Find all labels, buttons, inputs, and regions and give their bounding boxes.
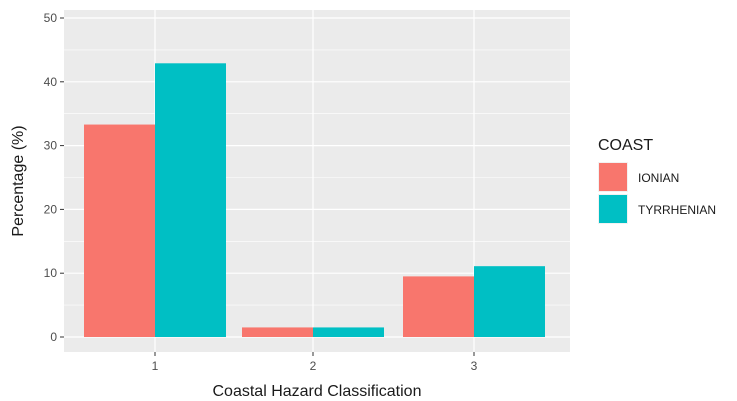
y-tick-label: 30 — [44, 139, 58, 153]
bar-ionian-2 — [242, 327, 313, 337]
x-tick-label: 1 — [152, 359, 159, 373]
legend-swatch-tyrrhenian — [599, 195, 627, 223]
y-tick-label: 20 — [44, 202, 58, 216]
bar-ionian-1 — [84, 124, 155, 338]
bar-tyrrhenian-1 — [155, 63, 226, 337]
bar-ionian-3 — [403, 276, 474, 337]
bar-tyrrhenian-3 — [474, 266, 545, 337]
legend-label-tyrrhenian: TYRRHENIAN — [638, 203, 716, 217]
bar-tyrrhenian-2 — [313, 327, 384, 337]
y-tick-label: 10 — [44, 266, 58, 280]
x-axis-title: Coastal Hazard Classification — [213, 383, 422, 400]
legend-title: COAST — [598, 137, 653, 154]
y-axis: 0 10 20 30 40 50 — [44, 11, 64, 344]
legend-label-ionian: IONIAN — [638, 171, 679, 185]
y-tick-label: 50 — [44, 11, 58, 25]
legend-swatch-ionian — [599, 163, 627, 191]
x-tick-label: 3 — [471, 359, 478, 373]
y-axis-title: Percentage (%) — [10, 125, 27, 236]
y-tick-label: 0 — [50, 330, 57, 344]
bars-group — [84, 63, 545, 338]
y-tick-label: 40 — [44, 75, 58, 89]
legend-items: IONIAN TYRRHENIAN — [598, 162, 716, 224]
x-axis: 1 2 3 — [152, 352, 478, 373]
x-tick-label: 2 — [310, 359, 317, 373]
legend: COAST IONIAN TYRRHENIAN — [598, 137, 716, 224]
